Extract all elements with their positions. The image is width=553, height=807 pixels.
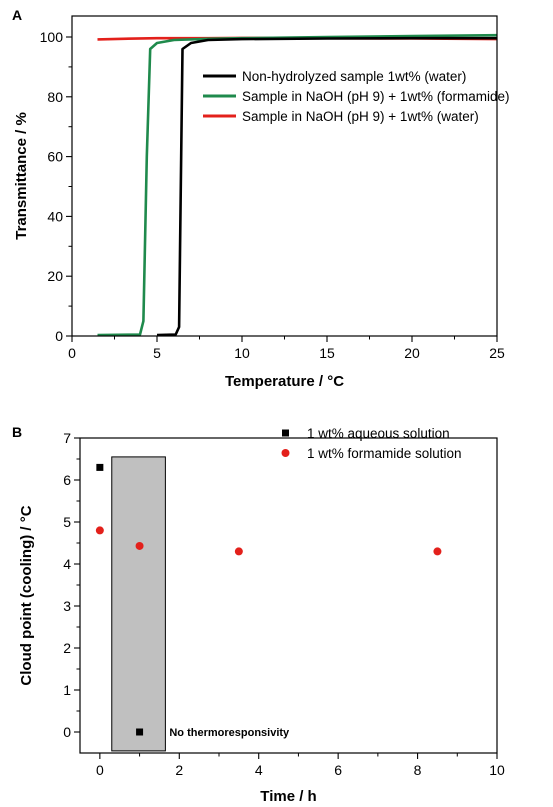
- panel-b-shaded-region: [111, 456, 166, 752]
- panel-b-chart: B No thermoresponsivity 0 2 4 6 8 1001234567 …: [12, 424, 505, 805]
- panel-a-plot-frame: [71, 15, 498, 337]
- panel-b-label: B: [12, 424, 22, 440]
- panel-a-series-line-1: [156, 36, 497, 337]
- panel-a-x-tick-label: 10: [234, 345, 250, 361]
- panel-b-x-axis-title: Time / h: [260, 788, 316, 805]
- panel-a-y-axis-title: Transmittance / %: [13, 112, 30, 240]
- panel-a-x-axis-title: Temperature / °C: [225, 373, 344, 390]
- panel-a-x-tick-label: 20: [404, 345, 420, 361]
- panel-b-point-aqueous: [136, 728, 144, 736]
- panel-a-legend-label-1: Non-hydrolyzed sample 1wt% (water): [242, 69, 466, 84]
- panel-a-x-tick-label: 0: [68, 345, 76, 361]
- panel-b-y-tick-label: 4: [63, 556, 71, 572]
- panel-b-annotation: No thermoresponsivity: [169, 727, 290, 739]
- panel-b-y-tick-label: 7: [63, 430, 71, 446]
- panel-b-legend: 1 wt% aqueous solution 1 wt% formamide so…: [281, 426, 462, 461]
- panel-a-series-line-2: [97, 33, 498, 337]
- panel-b-x-tick-label: 2: [175, 762, 183, 778]
- panel-a-legend-label-2: Sample in NaOH (pH 9) + 1wt% (formamide): [242, 89, 509, 104]
- panel-b-y-tick-label: 1: [63, 682, 71, 698]
- panel-a-x-tick-label: 25: [489, 345, 505, 361]
- panel-b-y-tick-label: 5: [63, 514, 71, 530]
- panel-a-y-tick-label: 0: [55, 328, 63, 344]
- panel-b-x-tick-label: 4: [255, 762, 263, 778]
- panel-a-legend-label-3: Sample in NaOH (pH 9) + 1wt% (water): [242, 109, 479, 124]
- panel-b-y-tick-label: 6: [63, 472, 71, 488]
- panel-b-y-tick-label: 0: [63, 724, 71, 740]
- panel-b-legend-label-2: 1 wt% formamide solution: [307, 446, 462, 461]
- panel-a-y-tick-label: 20: [47, 268, 63, 284]
- panel-a-y-tick-label: 60: [47, 149, 63, 165]
- panel-a-y-tick-label: 80: [47, 89, 63, 105]
- panel-b-legend-marker-2: [281, 449, 290, 457]
- panel-b-x-tick-label: 10: [489, 762, 505, 778]
- panel-a-series-group: [97, 33, 498, 337]
- panel-a-y-tick-label: 40: [47, 208, 63, 224]
- panel-a-label: A: [12, 7, 22, 23]
- panel-b-point-formamide: [433, 547, 442, 556]
- panel-b-x-tick-label: 0: [96, 762, 104, 778]
- panel-b-x-tick-label: 6: [334, 762, 342, 778]
- panel-a-x-tick-label: 15: [319, 345, 335, 361]
- panel-b-point-formamide: [135, 541, 144, 550]
- panel-b-y-axis-title: Cloud point (cooling) / °C: [18, 505, 35, 685]
- panel-a-chart: A 0 5 10 15 20 25 0 20 40 60 80 100 Temperature / °…: [12, 7, 509, 390]
- panel-b-y-tick-label: 3: [63, 598, 71, 614]
- panel-b-x-tick-label: 8: [414, 762, 422, 778]
- panel-b-legend-label-1: 1 wt% aqueous solution: [307, 426, 450, 441]
- panel-b-point-formamide: [95, 526, 104, 535]
- panel-b-legend-marker-1: [282, 429, 289, 437]
- panel-b-axes: 0 2 4 6 8 10 0 1 2 3 4 5 6 7: [63, 430, 505, 778]
- panel-a-x-tick-label: 5: [153, 345, 161, 361]
- panel-b-point-formamide: [234, 547, 243, 556]
- panel-b-points-group: [95, 463, 442, 736]
- panel-b-y-tick-label: 2: [63, 640, 71, 656]
- panel-a-axes: 0 5 10 15 20 25 0 20 40 60 80 100: [40, 29, 505, 361]
- panel-a-y-tick-label: 100: [40, 29, 64, 45]
- panel-b-point-aqueous: [96, 463, 104, 471]
- panel-b-plot-frame: [79, 437, 498, 754]
- panel-a-legend: Non-hydrolyzed sample 1wt% (water) Sample…: [203, 69, 509, 124]
